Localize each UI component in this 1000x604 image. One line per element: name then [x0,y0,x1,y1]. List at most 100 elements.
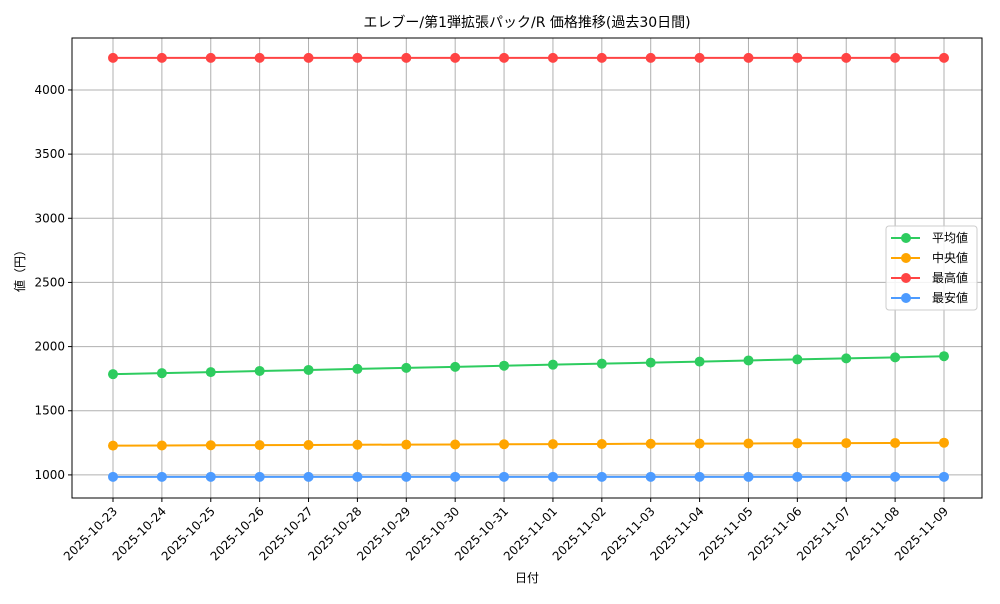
series-layer [108,52,949,482]
y-tick-label: 1500 [34,404,65,418]
y-tick-label: 4000 [34,83,65,97]
y-tick-label: 3500 [34,147,65,161]
legend-marker [901,293,911,303]
legend-label: 最安値 [932,290,968,305]
y-tick-label: 1000 [34,468,65,482]
data-point [205,367,216,378]
data-point [841,353,852,364]
data-point [303,471,314,482]
data-point [743,52,754,63]
data-point [499,439,510,450]
data-point [596,438,607,449]
y-tick-label: 2500 [34,275,65,289]
data-point [450,52,461,63]
data-point [401,471,412,482]
series-line [112,441,945,447]
data-point [156,52,167,63]
data-point [156,368,167,379]
data-point [108,369,118,380]
data-point [792,354,803,365]
data-point [694,356,705,367]
data-point [254,471,265,482]
data-point [743,471,754,482]
data-point [596,471,607,482]
data-point [108,471,118,482]
data-point [596,52,607,63]
data-point [547,439,558,450]
data-point [939,471,949,482]
data-point [890,437,901,448]
series-line [112,355,945,376]
legend-marker [901,253,911,263]
x-axis-label: 日付 [515,571,539,585]
data-point [792,438,803,449]
data-point [254,365,265,376]
x-axis: 2025-10-232025-10-242025-10-252025-10-26… [61,498,951,563]
data-point [841,52,852,63]
data-point [254,52,265,63]
data-point [792,52,803,63]
series-2 [108,52,949,63]
data-point [499,52,510,63]
data-point [352,471,363,482]
chart-title: エレブー/第1弾拡張パック/R 価格推移(過去30日間) [363,14,690,31]
data-point [156,471,167,482]
data-point [645,52,656,63]
y-axis-label: 値（円） [12,244,27,292]
data-point [547,52,558,63]
legend-box [885,225,978,311]
legend-label: 最高値 [932,270,968,285]
data-point [890,352,901,363]
plot-frame [71,37,983,499]
series-3 [108,471,949,482]
data-point [939,52,949,63]
data-point [108,52,118,63]
legend-marker [901,233,911,243]
data-point [890,52,901,63]
data-point [499,360,510,371]
data-point [694,438,705,449]
data-point [792,471,803,482]
y-tick-label: 3000 [34,211,65,225]
y-tick-label: 2000 [34,340,65,354]
data-point [352,363,363,374]
data-point [450,471,461,482]
data-point [939,351,949,362]
grid [72,38,982,498]
data-point [694,52,705,63]
data-point [596,358,607,369]
data-point [108,440,118,451]
data-point [743,355,754,366]
data-point [499,471,510,482]
data-point [156,440,167,451]
data-point [841,438,852,449]
data-point [352,52,363,63]
data-point [303,440,314,451]
legend-marker [901,273,911,283]
series-1 [108,437,949,451]
data-point [205,471,216,482]
data-point [303,364,314,375]
data-point [450,361,461,372]
data-point [939,437,949,448]
data-point [254,440,265,451]
data-point [694,471,705,482]
data-point [401,362,412,373]
series-0 [108,351,949,380]
data-point [450,439,461,450]
legend-label: 平均値 [932,230,968,245]
data-point [205,52,216,63]
legend-label: 中央値 [932,250,968,265]
data-point [890,471,901,482]
data-point [352,439,363,450]
data-point [743,438,754,449]
data-point [547,359,558,370]
data-point [645,357,656,368]
data-point [547,471,558,482]
data-point [645,471,656,482]
data-point [303,52,314,63]
data-point [645,438,656,449]
y-axis: 1000 1500 2000 2500 3000 3500 4000 [34,83,72,482]
